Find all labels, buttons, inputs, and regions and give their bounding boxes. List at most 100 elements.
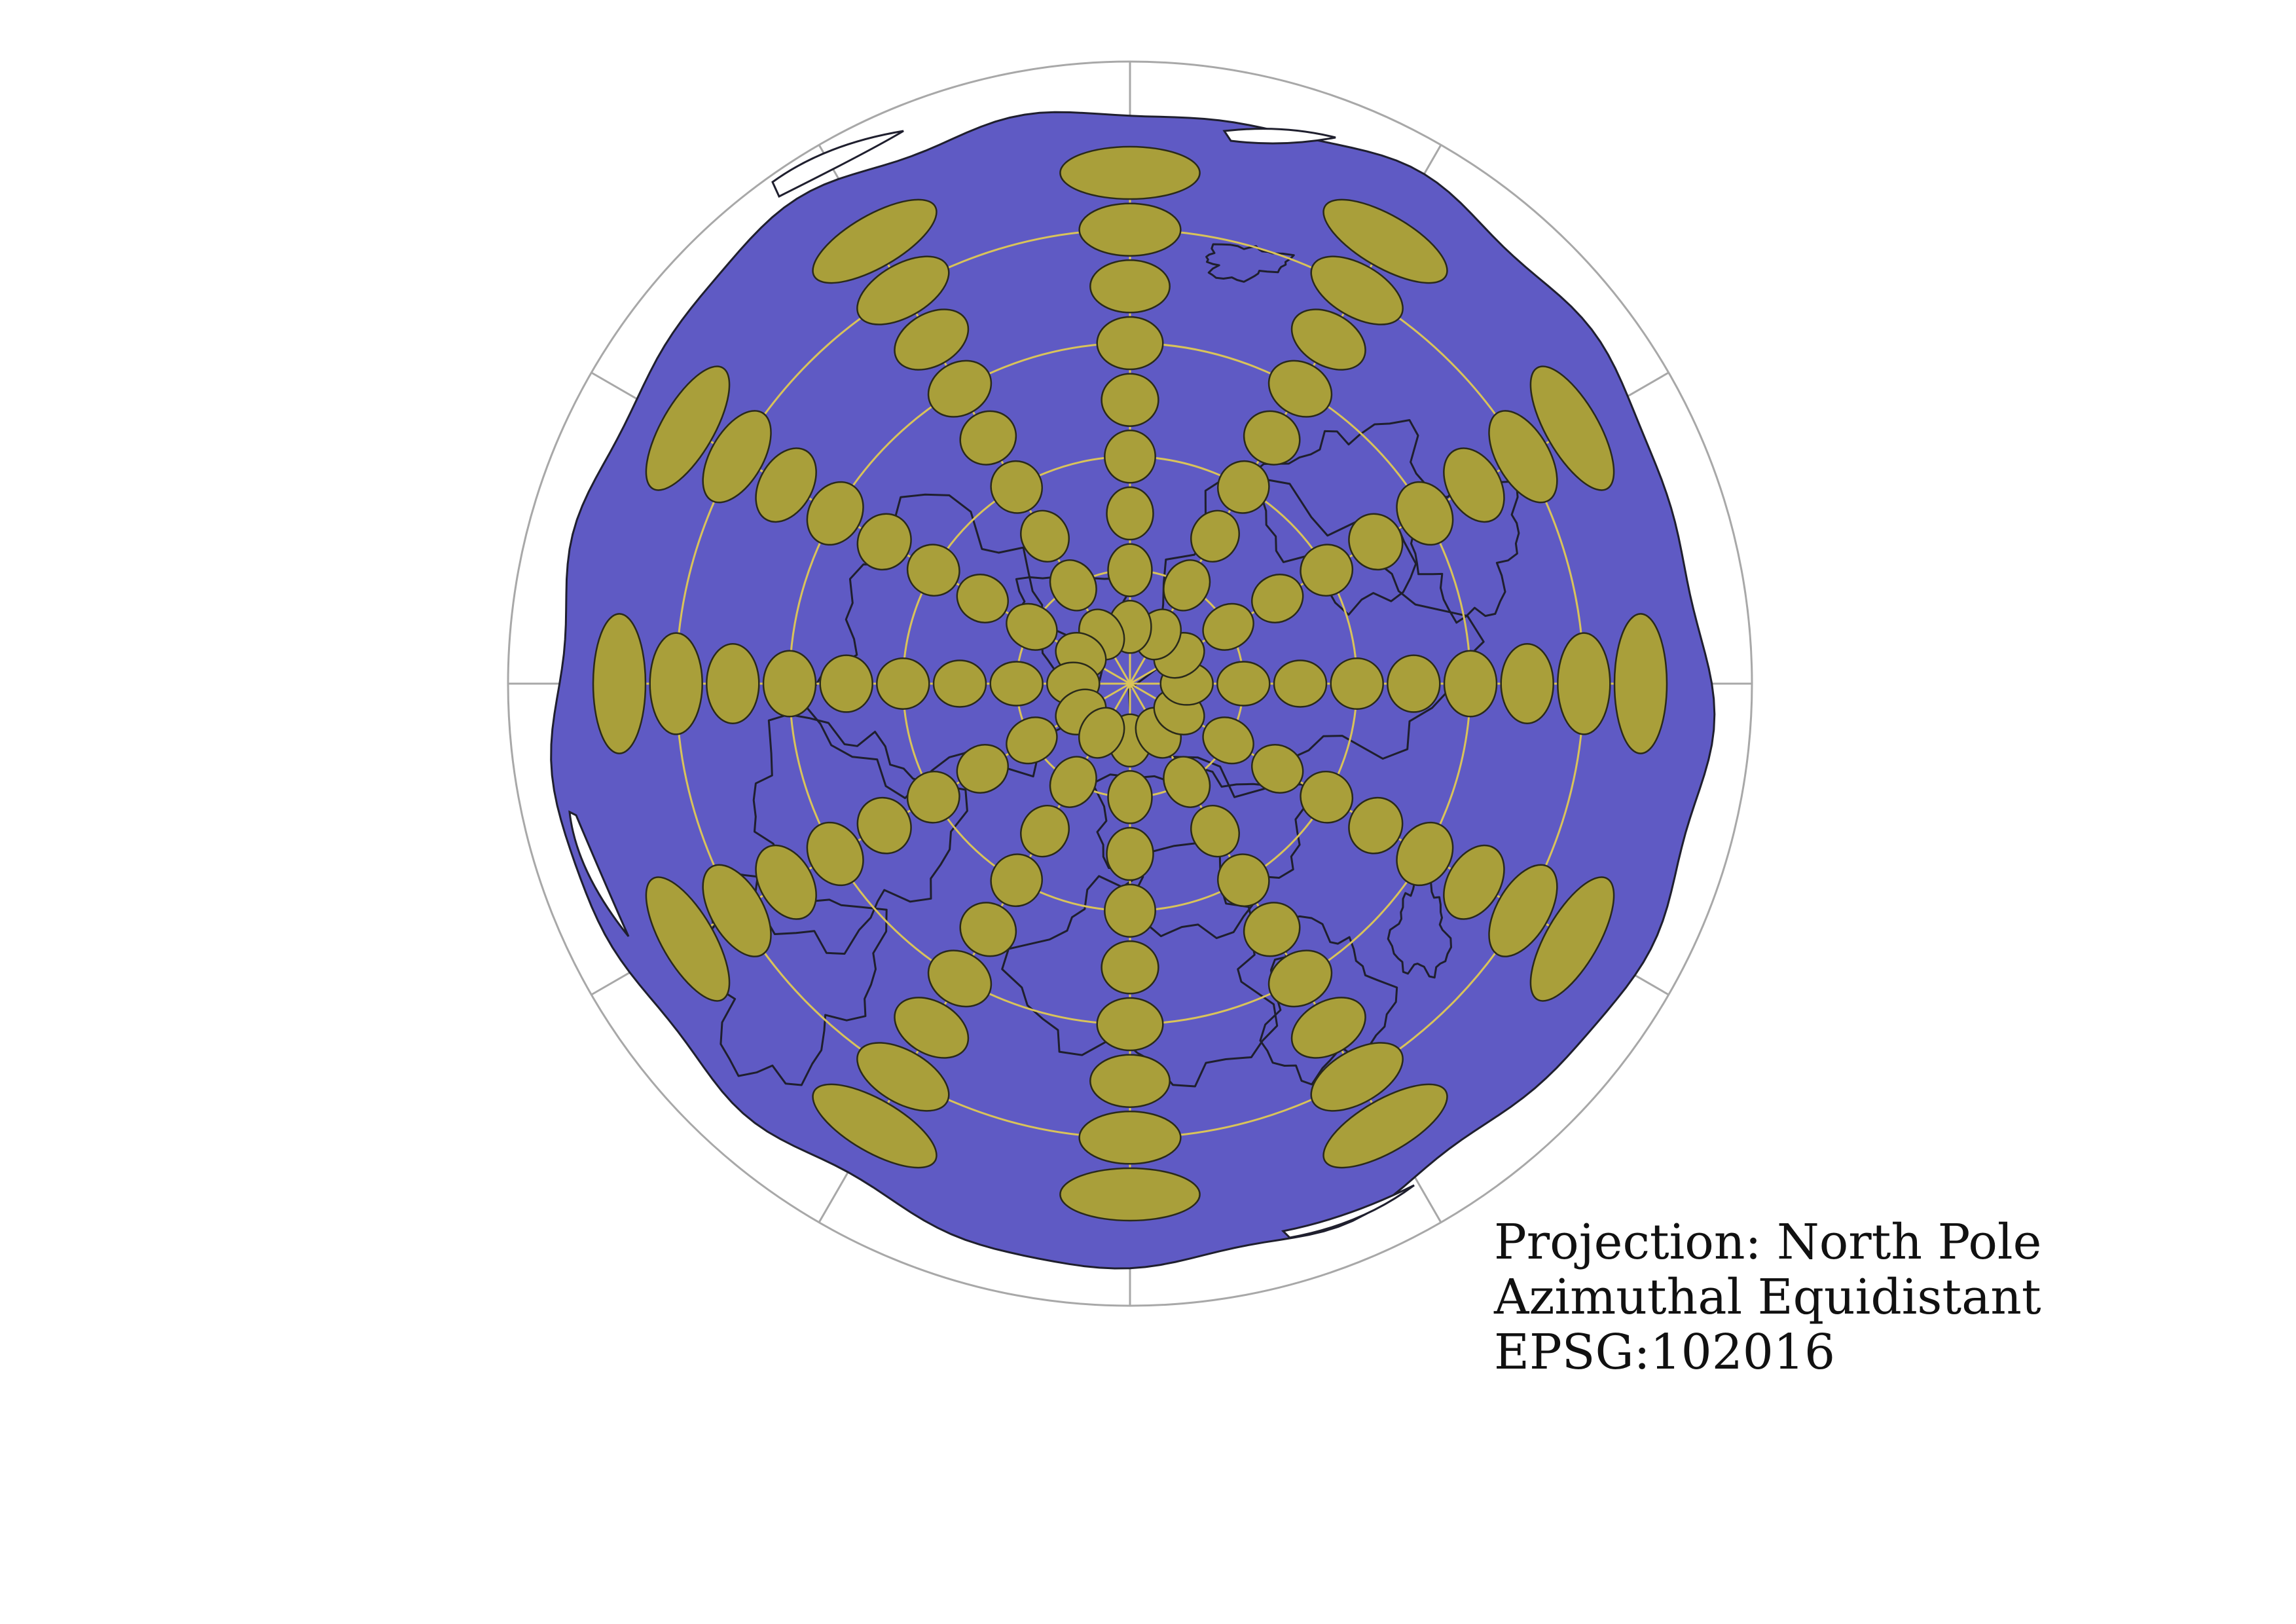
tissot-ellipse <box>906 771 960 824</box>
tissot-ellipse <box>856 1042 950 1112</box>
landmass-europe <box>1091 766 1312 940</box>
tissot-ellipse <box>906 544 960 597</box>
landmass-north-america <box>803 493 1107 800</box>
tissot-ellipse <box>1322 198 1448 284</box>
tissot-ellipse <box>1557 632 1611 735</box>
tissot-ellipse <box>1251 744 1304 794</box>
tissot-ellipse <box>1101 940 1159 995</box>
tissot-ellipse <box>856 796 912 855</box>
tissot-ellipse <box>1216 661 1271 707</box>
tissot-ellipse <box>990 460 1043 514</box>
landmass-madagascar <box>1387 872 1452 979</box>
tissot-ellipse <box>1078 707 1125 759</box>
tissot-ellipse <box>702 410 772 504</box>
tissot-ellipse <box>1613 613 1668 754</box>
edge-landmasses <box>568 128 1415 1239</box>
caption-line-projection: Projection: North Pole <box>1494 1214 2042 1270</box>
tissot-ellipse <box>1078 1111 1182 1165</box>
tissot-ellipse <box>1096 316 1164 371</box>
tissot-ellipse <box>956 574 1009 623</box>
tissot-ellipse <box>1267 360 1333 418</box>
tissot-ellipse <box>1217 460 1270 514</box>
tissot-ellipse <box>1251 574 1304 623</box>
tissot-ellipse <box>1059 1167 1201 1222</box>
tissot-ellipse <box>1348 513 1404 571</box>
tissot-ellipse <box>932 659 987 708</box>
tissot-ellipse <box>1488 864 1558 957</box>
tissot-ellipse <box>592 613 647 754</box>
tissot-ellipse <box>1006 716 1058 765</box>
tissot-ellipse <box>1243 410 1301 466</box>
landmass-central-america <box>752 713 968 955</box>
tissot-ellipse <box>876 657 930 710</box>
tissot-ellipse <box>812 1083 938 1169</box>
tissot-ellipse <box>706 643 760 724</box>
tissot-ellipse <box>1078 202 1182 257</box>
tissot-ellipse <box>1529 876 1615 1002</box>
tissot-ellipse <box>645 876 731 1002</box>
tissot-ellipse <box>1104 430 1156 484</box>
tissot-ellipse <box>806 821 864 887</box>
tissot-ellipse <box>1443 447 1505 523</box>
tissot-ellipse <box>1217 853 1270 908</box>
edge-sliver-3 <box>1281 1184 1415 1239</box>
tissot-ellipse <box>1049 756 1097 808</box>
tissot-ellipse <box>1089 1054 1171 1108</box>
tissot-ellipse <box>1267 950 1333 1008</box>
projection-caption: Projection: North Pole Azimuthal Equidis… <box>1494 1215 2041 1380</box>
tissot-ellipse <box>1163 559 1211 612</box>
tissot-ellipse <box>1500 643 1554 724</box>
tissot-ellipse <box>1396 821 1454 887</box>
tissot-ellipse <box>645 365 731 491</box>
tissot-ellipse <box>1190 509 1240 563</box>
tissot-ellipse <box>1443 650 1498 718</box>
tissot-ellipse <box>1348 796 1404 855</box>
tissot-ellipse <box>1290 997 1366 1059</box>
tissot-ellipse <box>649 632 703 735</box>
landmass-australia-north <box>1205 243 1295 283</box>
tissot-ellipse <box>927 950 993 1008</box>
tissot-ellipse <box>755 447 817 523</box>
tissot-indicatrices <box>592 145 1668 1222</box>
tissot-ellipse <box>702 864 772 957</box>
tissot-ellipse <box>1396 481 1454 546</box>
tissot-ellipse <box>894 308 970 371</box>
tissot-ellipse <box>812 198 938 284</box>
tissot-ellipse <box>1020 805 1070 858</box>
tissot-ellipse <box>956 744 1009 794</box>
tissot-ellipse <box>1443 844 1505 920</box>
tissot-ellipse <box>1106 826 1154 881</box>
tissot-ellipse <box>959 902 1017 957</box>
tissot-ellipse <box>1202 602 1254 651</box>
tissot-ellipse <box>1006 602 1058 651</box>
tissot-ellipse <box>856 255 950 325</box>
tissot-ellipse <box>806 481 864 546</box>
tissot-ellipse <box>1059 145 1201 200</box>
tissot-ellipse <box>1202 716 1254 765</box>
tissot-ellipse <box>1101 373 1159 427</box>
tissot-ellipse <box>894 997 970 1059</box>
tissot-ellipse <box>1243 902 1301 957</box>
caption-line-epsg: EPSG:102016 <box>1494 1324 1836 1380</box>
edge-sliver-1 <box>1222 128 1336 145</box>
tissot-ellipse <box>1107 543 1153 597</box>
landmass-far-east <box>1248 419 1427 616</box>
tissot-ellipse <box>1300 544 1354 597</box>
tissot-ellipse <box>959 410 1017 466</box>
tissot-ellipse <box>1089 259 1171 314</box>
tissot-ellipse <box>1300 771 1354 824</box>
tissot-ellipse <box>1310 1042 1404 1112</box>
edge-sliver-0 <box>771 130 904 198</box>
tissot-ellipse <box>856 513 912 571</box>
landmass-africa <box>1001 841 1279 1088</box>
tissot-ellipse <box>1322 1083 1448 1169</box>
tissot-ellipse <box>1106 486 1154 541</box>
tissot-ellipse <box>990 853 1043 908</box>
tissot-ellipse <box>1190 805 1240 858</box>
tissot-ellipse <box>1488 410 1558 504</box>
edge-sliver-2 <box>568 810 630 937</box>
tissot-ellipse <box>1330 657 1384 710</box>
tissot-ellipse <box>1104 883 1156 938</box>
tissot-ellipse <box>1290 308 1366 371</box>
